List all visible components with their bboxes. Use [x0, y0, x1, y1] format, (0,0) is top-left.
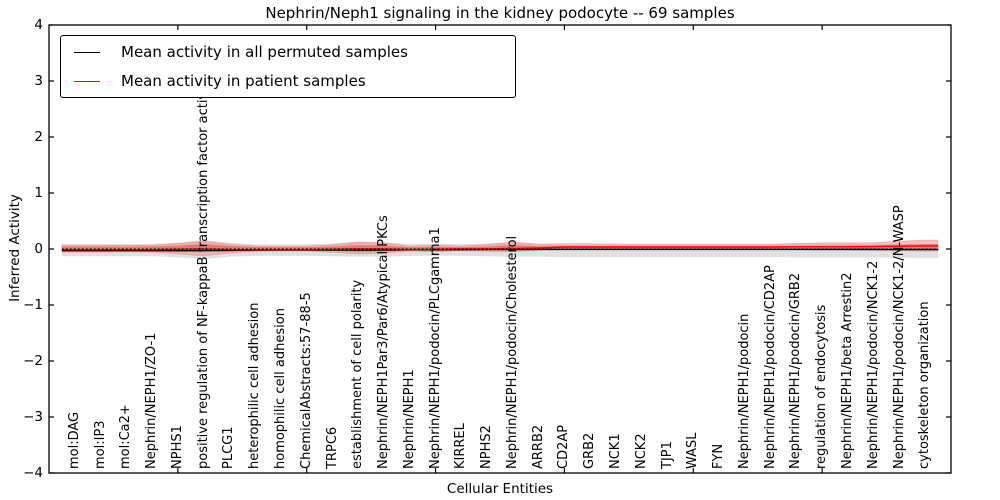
permuted-mean-line: [61, 248, 939, 252]
y-axis-label: Inferred Activity: [7, 194, 23, 302]
x-axis-label: Cellular Entities: [446, 481, 554, 497]
legend-label-permuted: Mean activity in all permuted samples: [121, 43, 408, 61]
legend-row-permuted: Mean activity in all permuted samples: [61, 38, 515, 67]
legend-row-patient: Mean activity in patient samples: [61, 67, 515, 96]
legend: Mean activity in all permuted samples Me…: [60, 35, 516, 98]
legend-line-permuted-icon: [74, 51, 100, 53]
legend-label-patient: Mean activity in patient samples: [121, 72, 366, 90]
chart-title: Nephrin/Neph1 signaling in the kidney po…: [265, 4, 735, 22]
legend-line-patient-icon: [74, 80, 100, 82]
